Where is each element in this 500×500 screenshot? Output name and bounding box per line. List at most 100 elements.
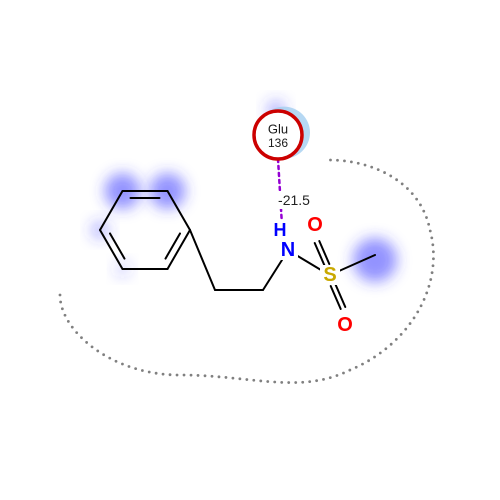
atom-label-n: N bbox=[281, 239, 295, 261]
pocket-dot bbox=[355, 366, 358, 369]
pocket-dot bbox=[59, 294, 62, 297]
bond bbox=[315, 243, 325, 266]
pocket-dot bbox=[425, 216, 428, 219]
pocket-dot bbox=[148, 371, 151, 374]
bond bbox=[296, 255, 321, 270]
pocket-dot bbox=[390, 343, 393, 346]
pocket-dot bbox=[367, 359, 370, 362]
pocket-dot bbox=[411, 192, 414, 195]
atom-label-o2: O bbox=[337, 314, 353, 336]
pocket-dot bbox=[287, 381, 290, 384]
bond bbox=[335, 284, 345, 307]
pocket-dot bbox=[422, 210, 425, 213]
pocket-dot bbox=[308, 380, 311, 383]
pocket-dot bbox=[404, 328, 407, 331]
pocket-dot bbox=[395, 178, 398, 181]
pocket-dot bbox=[383, 171, 386, 174]
pocket-dot bbox=[379, 352, 382, 355]
atom-labels: NHSOO bbox=[270, 214, 355, 336]
pocket-dot bbox=[128, 365, 131, 368]
pocket-dot bbox=[409, 322, 412, 325]
residue-number: 136 bbox=[268, 136, 288, 150]
pocket-dot bbox=[315, 379, 318, 382]
pocket-dot bbox=[343, 159, 346, 162]
pocket-dot bbox=[430, 236, 433, 239]
pocket-dot bbox=[357, 162, 360, 165]
pocket-dot bbox=[377, 168, 380, 171]
pocket-dot bbox=[429, 230, 432, 233]
pocket-dot bbox=[336, 159, 339, 162]
pocket-dot bbox=[415, 198, 418, 201]
pocket-dot bbox=[294, 381, 297, 384]
pocket-dot bbox=[431, 271, 434, 274]
pocket-dot bbox=[361, 363, 364, 366]
bond bbox=[319, 241, 329, 264]
pocket-dot bbox=[322, 378, 325, 381]
pocket-dot bbox=[389, 175, 392, 178]
pocket-dot bbox=[413, 316, 416, 319]
pocket-dot bbox=[238, 377, 241, 380]
pocket-dot bbox=[134, 367, 137, 370]
pocket-dot bbox=[59, 301, 62, 304]
pocket-dot bbox=[420, 304, 423, 307]
residue-name: Glu bbox=[268, 122, 288, 137]
pocket-dot bbox=[329, 376, 332, 379]
pocket-dot bbox=[429, 278, 432, 281]
pocket-dot bbox=[431, 243, 434, 246]
pocket-dot bbox=[61, 307, 64, 310]
pocket-dot bbox=[419, 204, 422, 207]
pocket-dot bbox=[80, 336, 83, 339]
bond bbox=[263, 260, 282, 290]
bond bbox=[110, 233, 124, 258]
pocket-dot bbox=[280, 381, 283, 384]
pocket-dot bbox=[373, 356, 376, 359]
ligand-bonds bbox=[100, 191, 375, 309]
bond bbox=[165, 233, 179, 258]
pocket-dot bbox=[432, 264, 435, 267]
pocket-dot bbox=[75, 331, 78, 334]
pocket-dot bbox=[370, 166, 373, 169]
pocket-dot bbox=[85, 341, 88, 344]
bond bbox=[331, 286, 341, 309]
pocket-dot bbox=[218, 375, 221, 378]
pocket-dot bbox=[273, 381, 276, 384]
pocket-dot bbox=[245, 378, 248, 381]
pocket-dot bbox=[183, 374, 186, 377]
pocket-dot bbox=[190, 374, 193, 377]
pocket-dot bbox=[71, 326, 74, 329]
pocket-dot bbox=[423, 298, 426, 301]
pocket-dot bbox=[416, 311, 419, 314]
pocket-dot bbox=[162, 373, 165, 376]
pocket-dot bbox=[204, 374, 207, 377]
pocket-dot bbox=[67, 320, 70, 323]
pocket-dot bbox=[211, 375, 214, 378]
exposure-halo bbox=[353, 238, 397, 282]
pocket-dot bbox=[395, 338, 398, 341]
pocket-dot bbox=[427, 223, 430, 226]
pocket-dot bbox=[350, 160, 353, 163]
pocket-dot bbox=[108, 357, 111, 360]
bond bbox=[190, 230, 215, 290]
pocket-dot bbox=[225, 376, 228, 379]
pocket-dot bbox=[401, 183, 404, 186]
residue-marker: Glu136 bbox=[254, 107, 310, 159]
pocket-dot bbox=[432, 257, 435, 260]
pocket-dot bbox=[364, 164, 367, 167]
pocket-dot bbox=[155, 372, 158, 375]
pocket-dot bbox=[176, 374, 179, 377]
pocket-dot bbox=[428, 285, 431, 288]
pocket-dot bbox=[384, 347, 387, 350]
pocket-dot bbox=[232, 377, 235, 380]
pocket-dot bbox=[102, 353, 105, 356]
pocket-dot bbox=[96, 350, 99, 353]
pocket-dot bbox=[64, 314, 67, 317]
pocket-dot bbox=[141, 369, 144, 372]
pocket-dot bbox=[301, 381, 304, 384]
pocket-dot bbox=[169, 373, 172, 376]
pocket-dot bbox=[121, 363, 124, 366]
pocket-dot bbox=[259, 380, 262, 383]
pocket-dot bbox=[252, 379, 255, 382]
atom-label-h: H bbox=[274, 220, 287, 240]
pocket-dot bbox=[425, 292, 428, 295]
pocket-dot bbox=[406, 187, 409, 190]
